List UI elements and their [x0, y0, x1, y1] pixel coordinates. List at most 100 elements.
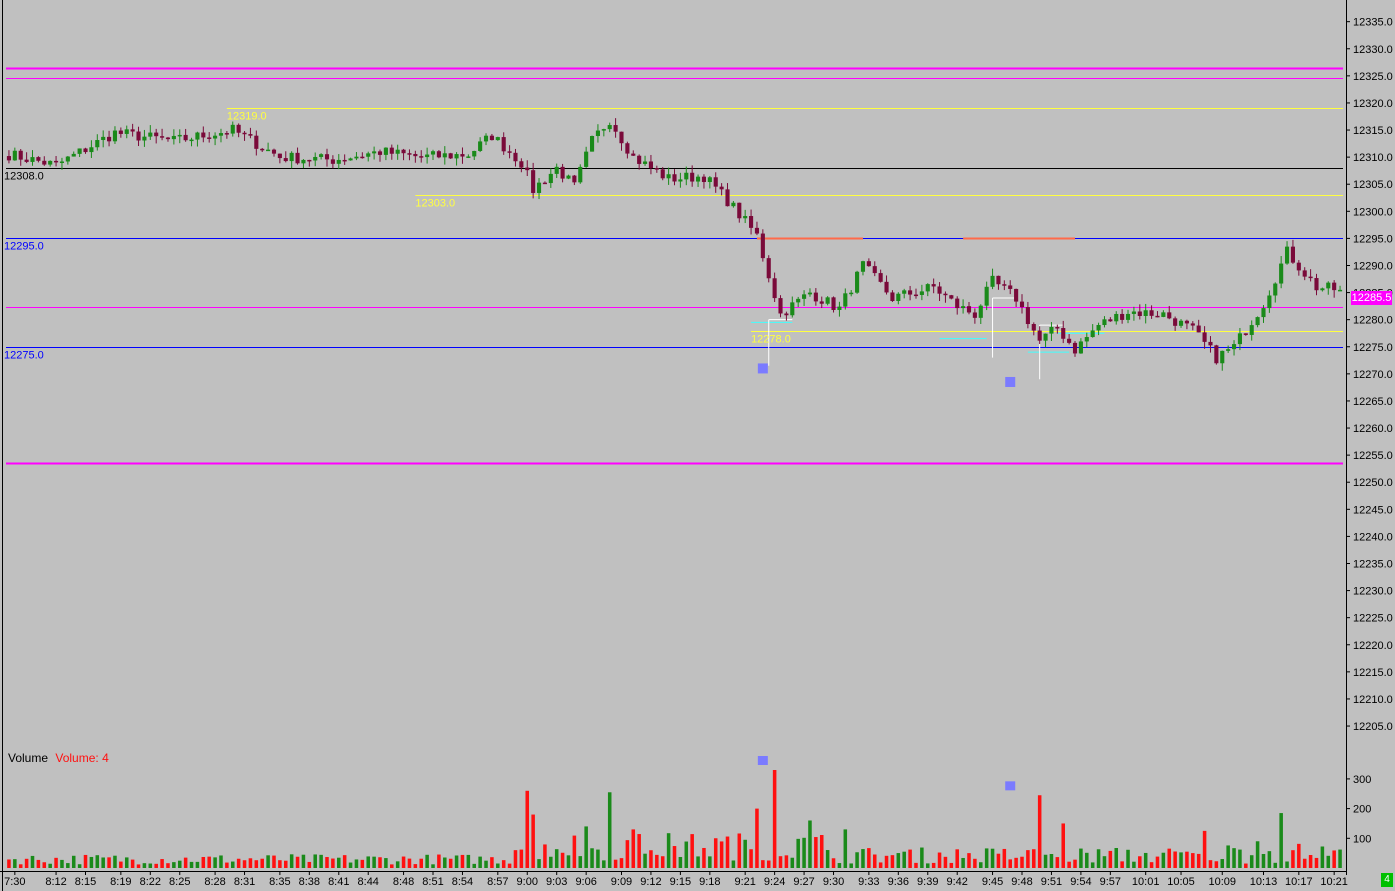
candle-body [754, 227, 760, 234]
volume-bar [36, 859, 41, 868]
candle-body [48, 160, 53, 165]
volume-bar [590, 848, 594, 868]
candle-body [242, 132, 247, 135]
candle-body [230, 124, 235, 134]
candle-body [872, 266, 877, 274]
candle-body [54, 160, 59, 163]
x-tick-label: 8:28 [204, 876, 225, 888]
volume-bar [13, 859, 17, 868]
candle-body [584, 151, 589, 167]
volume-bar [1008, 859, 1012, 868]
x-tick-label: 8:57 [487, 876, 508, 888]
candle-body [560, 166, 565, 179]
volume-marker [757, 756, 768, 765]
x-tick-label: 8:22 [140, 876, 161, 888]
candle-body [1184, 320, 1189, 324]
candle-body [825, 297, 830, 304]
volume-bar [124, 857, 129, 868]
candle-body [1061, 328, 1066, 339]
volume-bar [1085, 852, 1089, 868]
volume-bar [890, 855, 895, 868]
volume-bar [531, 814, 535, 868]
x-tick-label: 9:57 [1100, 876, 1121, 888]
x-tick-label: 7:30 [4, 876, 25, 888]
candle-body [142, 136, 147, 141]
candle-body [383, 147, 388, 155]
volume-bar [1308, 855, 1313, 868]
y-tick-label: 12280.0 [1353, 315, 1393, 327]
candle-body [1120, 313, 1125, 320]
x-tick-label: 9:48 [1011, 876, 1032, 888]
candle-body [1202, 332, 1207, 342]
x-tick-label: 9:30 [823, 876, 844, 888]
volume-marker [1005, 781, 1016, 791]
candle-body [419, 156, 424, 158]
volume-bar [1096, 849, 1101, 868]
candle-body [254, 135, 259, 149]
y-tick-label: 12295.0 [1353, 233, 1393, 245]
volume-bar [490, 857, 494, 868]
x-tick-label: 8:15 [75, 876, 96, 888]
volume-bar [431, 864, 435, 868]
volume-bar [472, 863, 477, 868]
candle-body [495, 137, 500, 141]
x-tick-label: 10:21 [1320, 876, 1348, 888]
candle-body [566, 175, 571, 179]
candle-body [572, 175, 577, 183]
volume-bar [1167, 848, 1172, 868]
volume-bar [973, 858, 977, 868]
candle-body [213, 135, 218, 139]
volume-bar [484, 860, 488, 868]
candle-body [1243, 333, 1248, 335]
candle-body [218, 133, 224, 136]
candle-body [695, 176, 701, 182]
candle-body [1114, 313, 1119, 322]
volume-bar [295, 856, 300, 868]
candle-body [766, 258, 771, 279]
volume-bar [1320, 846, 1325, 868]
candle-body [1314, 278, 1319, 291]
volume-bar [1002, 848, 1007, 868]
candle-body [1025, 307, 1030, 325]
volume-tick-label: 200 [1353, 804, 1371, 816]
volume-bar [142, 863, 147, 868]
volume-bar [908, 849, 912, 868]
volume-bar [419, 858, 424, 868]
candle-body [413, 153, 418, 157]
candle-body [631, 153, 636, 156]
candle-body [919, 291, 924, 295]
candle-body [107, 136, 112, 142]
x-tick-label: 9:18 [699, 876, 720, 888]
candle-body [354, 156, 359, 159]
candle-body [1261, 308, 1266, 318]
candle-body [578, 166, 583, 183]
volume-bar [1226, 845, 1230, 868]
level-label: 12319.0 [227, 111, 267, 123]
volume-bar [831, 858, 836, 868]
horizontal-levels [6, 67, 1343, 465]
y-tick-label: 12310.0 [1353, 152, 1393, 164]
candle-body [236, 124, 241, 133]
candle-body [59, 161, 65, 163]
candle-body [749, 216, 754, 228]
y-tick-label: 12215.0 [1353, 667, 1393, 679]
x-tick-label: 9:00 [517, 876, 538, 888]
volume-bar [990, 848, 995, 868]
volume-bar [949, 862, 954, 868]
volume-bar [166, 863, 170, 868]
candle-body [1084, 337, 1089, 342]
volume-bar [1132, 861, 1136, 868]
volume-bar [566, 855, 571, 868]
volume-bar [201, 856, 206, 868]
volume-tick-label: 100 [1353, 833, 1371, 845]
volume-bar [755, 808, 759, 868]
volume-bar [867, 848, 871, 868]
candle-body [843, 293, 848, 307]
candle-body [519, 161, 524, 168]
volume-bar [425, 854, 429, 868]
candle-body [1190, 323, 1195, 326]
volume-bar [507, 863, 512, 868]
volume-bar [1244, 863, 1248, 868]
